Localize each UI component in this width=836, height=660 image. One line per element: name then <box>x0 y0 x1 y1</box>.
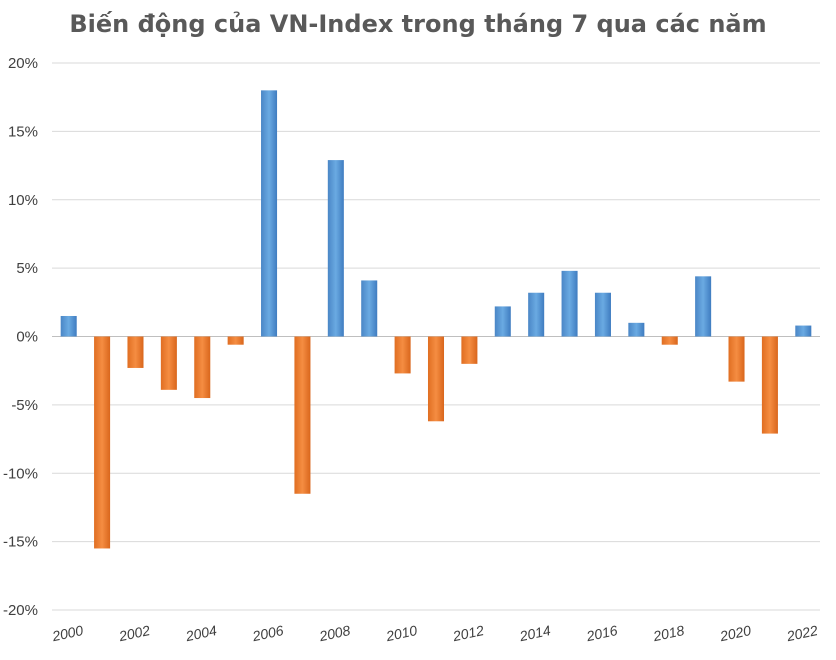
x-tick-label: 2006 <box>250 622 285 644</box>
bar-2001 <box>94 336 111 549</box>
y-tick-label: 5% <box>16 260 38 277</box>
x-tick-label: 2002 <box>117 622 152 644</box>
y-tick-label: 0% <box>16 329 38 346</box>
x-tick-label: 2022 <box>784 622 819 644</box>
y-tick-label: -20% <box>3 602 38 619</box>
bar-2015 <box>561 270 578 337</box>
bar-2014 <box>528 292 545 337</box>
y-tick-label: 10% <box>8 192 38 209</box>
x-tick-label: 2014 <box>517 622 552 644</box>
y-tick-label: -5% <box>11 397 38 414</box>
x-tick-label: 2016 <box>584 622 619 644</box>
bar-2013 <box>494 306 511 337</box>
bar-2003 <box>160 336 177 390</box>
x-tick-label: 2020 <box>718 622 753 644</box>
y-axis-ticks: 20% 15% 10% 5% 0% -5% -10% -15% -20% <box>3 55 38 619</box>
bar-2008 <box>327 160 344 337</box>
bar-2020 <box>728 336 745 382</box>
bars <box>60 90 812 549</box>
bar-2005 <box>227 336 244 345</box>
x-tick-label: 2008 <box>317 622 352 644</box>
y-tick-label: 20% <box>8 55 38 72</box>
bar-2012 <box>461 336 478 364</box>
bar-2021 <box>761 336 778 434</box>
x-tick-label: 2012 <box>450 622 485 644</box>
bar-2019 <box>695 276 712 337</box>
bar-2010 <box>394 336 411 374</box>
y-tick-label: -10% <box>3 465 38 482</box>
bar-2017 <box>628 322 645 337</box>
x-axis-ticks: 2000 2002 2004 2006 2008 2010 2012 2014 2016 2018… <box>50 622 820 644</box>
bar-2022 <box>795 325 812 337</box>
bar-2006 <box>261 90 278 337</box>
y-tick-label: -15% <box>3 534 38 551</box>
bar-2016 <box>594 292 611 337</box>
bar-2002 <box>127 336 144 368</box>
bar-2004 <box>194 336 211 399</box>
bar-2000 <box>60 315 77 337</box>
x-tick-label: 2004 <box>183 622 218 644</box>
bar-2007 <box>294 336 311 494</box>
bar-2009 <box>361 280 378 337</box>
bar-2018 <box>661 336 678 345</box>
bar-2011 <box>427 336 445 422</box>
x-tick-label: 2018 <box>651 622 686 644</box>
chart-title: Biến động của VN-Index trong tháng 7 qua… <box>69 10 767 38</box>
y-tick-label: 15% <box>8 123 38 140</box>
x-tick-label: 2000 <box>50 622 85 644</box>
x-tick-label: 2010 <box>384 622 419 644</box>
